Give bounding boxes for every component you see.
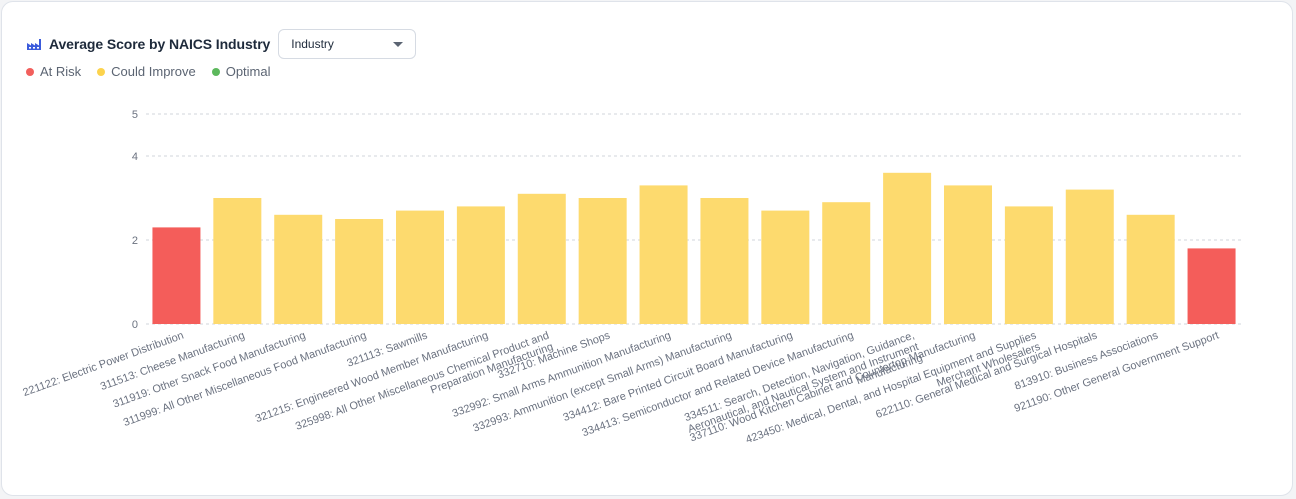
factory-icon (26, 36, 42, 52)
y-tick-label: 2 (132, 235, 138, 247)
bar[interactable] (1065, 189, 1114, 324)
y-tick-label: 5 (132, 109, 138, 121)
bar[interactable] (213, 198, 262, 324)
legend-label-could-improve: Could Improve (111, 64, 196, 79)
industry-dropdown-value: Industry (291, 37, 334, 51)
legend-label-at-risk: At Risk (40, 64, 82, 79)
y-tick-label: 0 (132, 319, 138, 331)
legend-label-optimal: Optimal (225, 64, 271, 79)
bar[interactable] (578, 198, 627, 324)
bar[interactable] (822, 202, 871, 324)
bar[interactable] (761, 210, 810, 324)
bar[interactable] (1004, 206, 1053, 324)
industry-dropdown[interactable]: Industry (278, 29, 417, 59)
bar[interactable] (274, 214, 323, 324)
legend-item-optimal[interactable]: Optimal (211, 64, 271, 79)
bar[interactable] (152, 227, 201, 324)
legend-dot-could-improve (97, 67, 106, 76)
bar[interactable] (517, 193, 566, 324)
bar[interactable] (456, 206, 505, 324)
bar[interactable] (944, 185, 992, 324)
y-tick-label: 4 (132, 151, 138, 163)
bar[interactable] (1126, 214, 1175, 324)
bar[interactable] (639, 185, 688, 324)
bar[interactable] (1187, 248, 1236, 324)
legend-dot-optimal (211, 67, 220, 76)
legend-item-at-risk[interactable]: At Risk (26, 64, 81, 79)
legend-item-could-improve[interactable]: Could Improve (97, 64, 196, 79)
chart-header: Average Score by NAICS Industry Industry (26, 28, 417, 60)
legend-dot-at-risk (26, 67, 34, 76)
chart-title: Average Score by NAICS Industry (49, 36, 271, 52)
chart-legend: At Risk Could Improve Optimal (26, 64, 287, 79)
chevron-down-icon (393, 41, 404, 47)
bar[interactable] (396, 210, 444, 324)
bar[interactable] (883, 172, 932, 324)
bar[interactable] (335, 219, 384, 324)
bar[interactable] (700, 198, 749, 324)
